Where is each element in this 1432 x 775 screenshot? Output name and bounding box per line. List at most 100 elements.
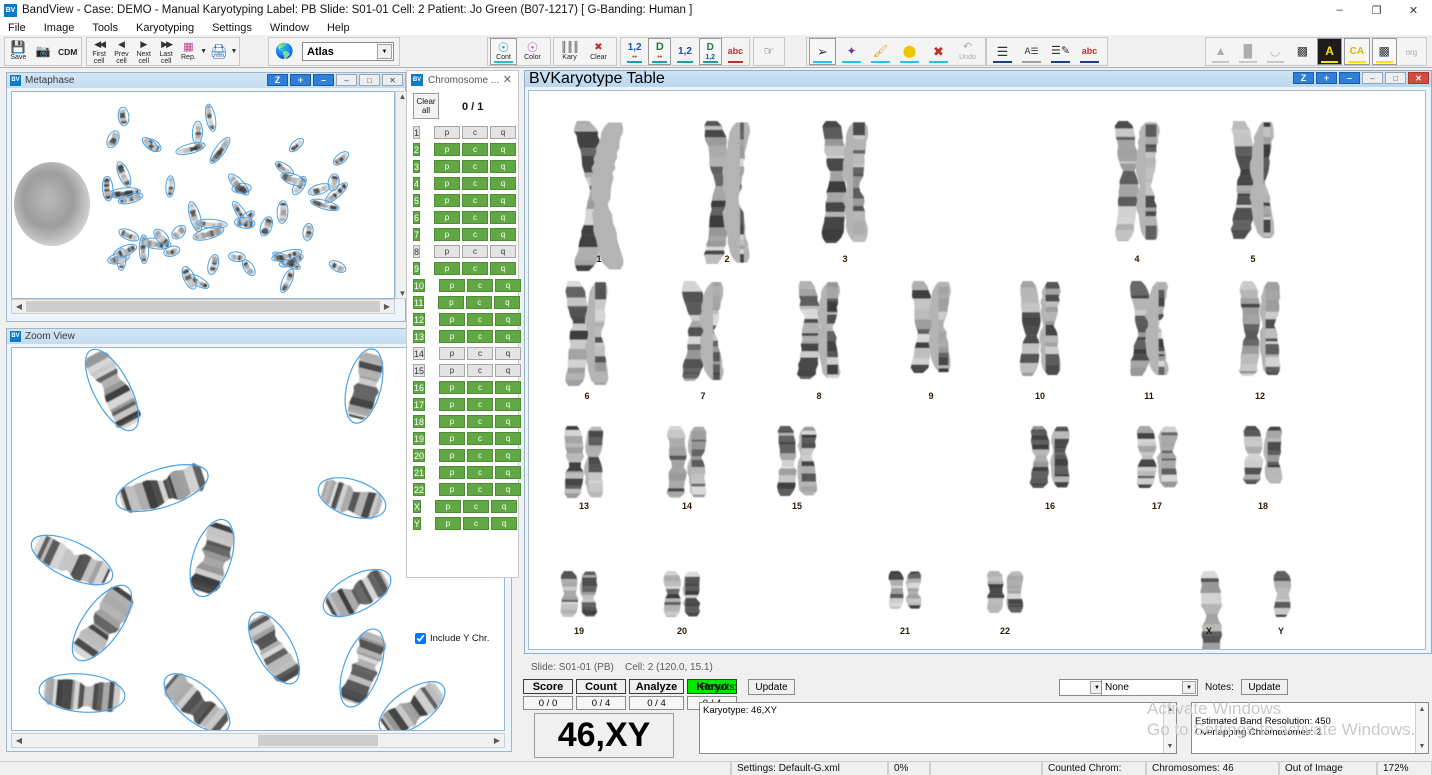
chromosome-13-arm-p[interactable]: p (439, 330, 466, 343)
karyotype-label-11[interactable]: 11 (1144, 391, 1154, 401)
karyotype-label-20[interactable]: 20 (676, 626, 688, 636)
chromosome-11-arm-p[interactable]: p (438, 296, 465, 309)
karyotype-label-1[interactable]: 1 (596, 254, 602, 264)
chromosome-5-arm-c[interactable]: c (462, 194, 489, 207)
karyotype-title-bar[interactable]: BV Karyotype Table Z + – – □ ✕ (525, 70, 1431, 87)
chromosome-9-arm-q[interactable]: q (490, 262, 517, 275)
karyotype-canvas[interactable]: 1 2 3 4 5 6 7 8 9 10 11 12 13 14 15 16 17 18 19 20 21 22 X Y (528, 90, 1426, 650)
notes-vscrollbar[interactable]: ▲ ▼ (1415, 703, 1428, 753)
print-dropdown-icon[interactable]: ▼ (230, 48, 238, 55)
chromosome-12-arm-q[interactable]: q (495, 313, 522, 326)
window-controls[interactable]: – ❐ ✕ (1321, 0, 1432, 20)
magic-wand-tool-button[interactable]: ✦ (838, 38, 865, 65)
karyotype-zoom-button[interactable]: Z (1293, 72, 1314, 84)
menu-item-settings[interactable]: Settings (212, 21, 252, 34)
chromosome-2-arm-c[interactable]: c (462, 143, 489, 156)
karyotype-label-14[interactable]: 14 (681, 501, 693, 511)
menu-item-karyotyping[interactable]: Karyotyping (136, 21, 195, 34)
paint-tool-button[interactable]: 🖌 (867, 38, 894, 65)
metaphase-zoomout-button[interactable]: – (313, 74, 334, 86)
karyotype-label-3[interactable]: 3 (842, 254, 848, 264)
band-shade-button[interactable]: ▩ (1371, 38, 1397, 65)
karyotype-label-22[interactable]: 22 (999, 626, 1011, 636)
chromosome-16-arm-q[interactable]: q (495, 381, 522, 394)
menu-item-image[interactable]: Image (43, 21, 75, 34)
chromosome-panel-title-bar[interactable]: BV Chromosome ... ✕ (407, 71, 518, 89)
close-icon[interactable]: ✕ (502, 74, 512, 86)
chromosome-19-arm-c[interactable]: c (467, 432, 494, 445)
circle-tool-button[interactable]: ⬤ (896, 38, 923, 65)
karyotype-minimize-button[interactable]: – (1362, 72, 1383, 84)
karyotype-label-16[interactable]: 16 (1044, 501, 1056, 511)
chromosome-Y-arm-p[interactable]: p (435, 517, 462, 530)
notes-textarea[interactable]: Estimated Band Resolution: 450 Overlappi… (1191, 702, 1429, 754)
chromosome-select-6[interactable]: 6 (413, 211, 421, 224)
karyotype-label-13[interactable]: 13 (578, 501, 590, 511)
metaphase-buttons[interactable]: Z + – – □ ✕ (267, 74, 403, 86)
chromosome-18-arm-p[interactable]: p (439, 415, 466, 428)
chromosome-1-arm-p[interactable]: p (434, 126, 461, 139)
chromosome-22-arm-c[interactable]: c (467, 483, 494, 496)
karyotype-close-button[interactable]: ✕ (1408, 72, 1429, 84)
karyotype-label-18[interactable]: 18 (1257, 501, 1269, 511)
chromosome-7-arm-q[interactable]: q (490, 228, 517, 241)
chromosome-select-9[interactable]: 9 (413, 262, 421, 275)
chromosome-6-arm-p[interactable]: p (434, 211, 461, 224)
tab-score[interactable]: Score (523, 679, 573, 694)
chromosome-21-arm-p[interactable]: p (439, 466, 466, 479)
chromosome-16-arm-c[interactable]: c (467, 381, 494, 394)
chromosome-3-arm-q[interactable]: q (490, 160, 517, 173)
letter-a-button[interactable]: A (1317, 38, 1343, 65)
chromosome-14-arm-p[interactable]: p (439, 347, 466, 360)
org-button[interactable]: org (1405, 47, 1418, 57)
chromosome-8-arm-c[interactable]: c (462, 245, 489, 258)
karyotype-label-7[interactable]: 7 (700, 391, 706, 401)
karyotype-label-19[interactable]: 19 (573, 626, 585, 636)
atlas-combo[interactable]: Atlas ▼ (302, 42, 394, 61)
karyotype-label-17[interactable]: 17 (1151, 501, 1163, 511)
maximize-button[interactable]: ❐ (1371, 4, 1382, 17)
metaphase-zoomin-button[interactable]: + (290, 74, 311, 86)
next-cell-button[interactable]: ▶ Next cell (136, 38, 151, 65)
chromosome-15-arm-c[interactable]: c (467, 364, 494, 377)
chromosome-select-1[interactable]: 1 (413, 126, 421, 139)
scroll-up-icon[interactable]: ▲ (398, 92, 407, 101)
number-button[interactable]: 1,2 (673, 38, 696, 65)
chromosome-X-arm-p[interactable]: p (435, 500, 462, 513)
chromosome-6-arm-q[interactable]: q (490, 211, 517, 224)
letter-ca-button[interactable]: CA (1344, 38, 1370, 65)
scroll-right-icon[interactable]: ▶ (383, 302, 391, 311)
chromosome-select-Y[interactable]: Y (413, 517, 422, 530)
chromosome-17-arm-p[interactable]: p (439, 398, 466, 411)
chromosome-select-18[interactable]: 18 (413, 415, 426, 428)
scroll-left-icon[interactable]: ◀ (15, 736, 23, 745)
chromosome-6-arm-c[interactable]: c (462, 211, 489, 224)
chromosome-select-11[interactable]: 11 (413, 296, 425, 309)
karyotype-label-Y[interactable]: Y (1277, 626, 1285, 636)
metaphase-close-button[interactable]: ✕ (382, 74, 403, 86)
chromosome-15-arm-q[interactable]: q (495, 364, 522, 377)
chromosome-15-arm-p[interactable]: p (439, 364, 466, 377)
chromosome-9-arm-c[interactable]: c (462, 262, 489, 275)
scroll-down-icon[interactable]: ▼ (1418, 743, 1426, 750)
chromosome-12-arm-c[interactable]: c (467, 313, 494, 326)
clear-karyotype-button[interactable]: ✖ Clear (590, 42, 607, 61)
chromosome-21-arm-c[interactable]: c (467, 466, 494, 479)
include-y-checkbox[interactable] (415, 633, 426, 644)
tab-karyo[interactable]: Karyo (687, 679, 737, 694)
chromosome-select-16[interactable]: 16 (413, 381, 426, 394)
chromosome-Y-arm-c[interactable]: c (463, 517, 490, 530)
karyotype-label-X[interactable]: X (1205, 626, 1213, 636)
chromosome-4-arm-q[interactable]: q (490, 177, 517, 190)
chromosome-select-3[interactable]: 3 (413, 160, 421, 173)
clear-all-button[interactable]: Clear all (413, 93, 439, 119)
chromosome-2-arm-p[interactable]: p (434, 143, 461, 156)
chromosome-5-arm-q[interactable]: q (490, 194, 517, 207)
chromosome-2-arm-q[interactable]: q (490, 143, 517, 156)
chromosome-20-arm-q[interactable]: q (495, 449, 522, 462)
chromosome-20-arm-p[interactable]: p (439, 449, 466, 462)
chromosome-4-arm-p[interactable]: p (434, 177, 461, 190)
chromosome-select-20[interactable]: 20 (413, 449, 426, 462)
chromosome-16-arm-p[interactable]: p (439, 381, 466, 394)
chromosome-Y-arm-q[interactable]: q (491, 517, 518, 530)
